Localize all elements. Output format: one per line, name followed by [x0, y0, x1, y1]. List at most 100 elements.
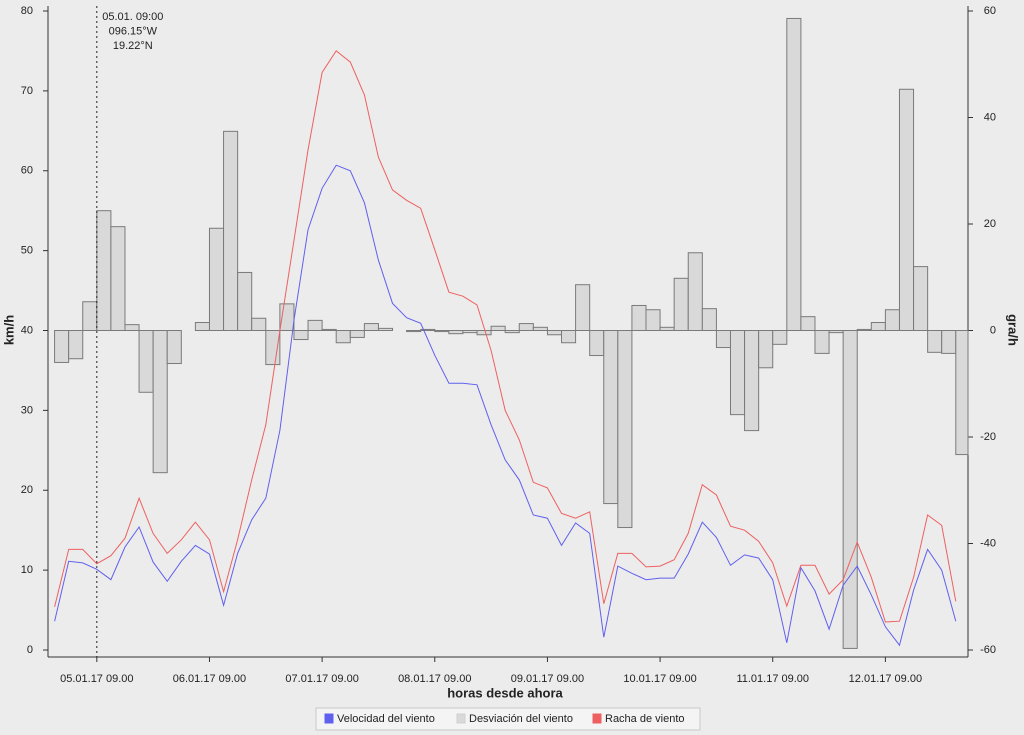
deviation-bar [363, 323, 379, 332]
deviation-bar [124, 324, 140, 331]
deviation-bar [434, 330, 450, 333]
deviation-bar [645, 309, 661, 332]
deviation-bar [152, 330, 168, 474]
y2-axis-title: gra/h [1006, 314, 1021, 346]
deviation-bar [68, 330, 84, 360]
y-tick-label: 0 [27, 644, 33, 656]
x-tick-label: 06.01.17 09.00 [173, 673, 246, 685]
deviation-bar [715, 330, 731, 349]
deviation-bar [208, 227, 225, 331]
deviation-bar [884, 309, 900, 332]
legend-swatch [324, 713, 334, 724]
deviation-bar [589, 330, 605, 357]
deviation-bar [913, 266, 929, 332]
deviation-bar [687, 252, 703, 332]
x-tick-label: 08.01.17 09.00 [398, 673, 471, 685]
y2-tick-label: -20 [980, 431, 996, 443]
deviation-bar [321, 328, 337, 331]
deviation-bar [898, 88, 915, 331]
y-tick-label: 40 [21, 324, 33, 336]
deviation-bar [828, 330, 844, 334]
deviation-bar [406, 330, 422, 333]
deviation-bar [223, 130, 239, 331]
deviation-bar [166, 330, 182, 365]
deviation-bar [575, 284, 591, 331]
deviation-bar [842, 330, 858, 649]
deviation-bar [927, 330, 943, 353]
x-tick-label: 11.01.17 09.00 [736, 673, 809, 685]
deviation-bar [54, 330, 70, 363]
y-tick-label: 70 [21, 85, 33, 97]
deviation-bar [518, 323, 534, 332]
x-axis-title: horas desde ahora [447, 685, 563, 700]
deviation-bar [251, 317, 267, 332]
deviation-bar [237, 271, 253, 331]
deviation-bar [673, 277, 689, 332]
y-tick-label: 80 [21, 5, 33, 17]
y2-tick-label: 60 [984, 5, 996, 17]
deviation-bar [335, 330, 351, 344]
y-tick-label: 60 [21, 165, 33, 177]
y-tick-label: 10 [21, 564, 33, 576]
y2-tick-label: -60 [980, 644, 996, 656]
x-tick-label: 12.01.17 09.00 [849, 673, 922, 685]
deviation-bar [955, 330, 969, 456]
legend-label: Velocidad del viento [337, 713, 435, 725]
deviation-bar [758, 330, 774, 369]
series-line [54, 164, 957, 647]
deviation-bar [701, 308, 717, 332]
deviation-bar [504, 330, 520, 334]
x-tick-label: 05.01.17 09.00 [60, 673, 133, 685]
deviation-bar [617, 330, 633, 529]
y-tick-label: 20 [21, 484, 33, 496]
deviation-bar [941, 330, 957, 354]
deviation-bar [110, 226, 126, 332]
y-axis-title: km/h [1, 315, 16, 345]
deviation-bar [349, 330, 365, 338]
deviation-bar [448, 330, 464, 335]
deviation-bar [800, 316, 816, 331]
legend-box [315, 707, 701, 731]
series-line [54, 50, 957, 623]
x-tick-label: 09.01.17 09.00 [511, 673, 584, 685]
deviation-bar [729, 330, 746, 416]
deviation-bar [194, 322, 210, 332]
y2-tick-label: 20 [984, 218, 996, 230]
deviation-bar [603, 330, 619, 505]
legend-swatch [592, 713, 602, 724]
legend-label: Racha de viento [605, 713, 685, 725]
deviation-bar [814, 330, 830, 354]
x-tick-label: 07.01.17 09.00 [285, 673, 358, 685]
deviation-bar [96, 210, 112, 331]
deviation-bar [786, 17, 802, 332]
deviation-bar [744, 330, 760, 432]
y-tick-label: 50 [21, 245, 33, 257]
x-tick-label: 10.01.17 09.00 [623, 673, 696, 685]
legend-swatch [456, 713, 466, 724]
y2-tick-label: -40 [980, 537, 996, 549]
y2-tick-label: 0 [990, 324, 996, 336]
deviation-bar [377, 327, 394, 331]
deviation-bar [462, 330, 478, 334]
annotation-text: 096.15°W [109, 25, 158, 37]
deviation-bar [532, 326, 548, 331]
deviation-bar [659, 326, 675, 331]
legend-label: Desviación del viento [469, 713, 573, 725]
deviation-bar [293, 330, 309, 341]
y2-tick-label: 40 [984, 111, 996, 123]
deviation-bar [546, 330, 563, 336]
deviation-bar [138, 330, 154, 393]
deviation-bar [476, 330, 492, 336]
deviation-bar [631, 304, 647, 332]
deviation-bar [490, 325, 506, 331]
annotation-text: 19.22°N [113, 40, 153, 52]
annotation-text: 05.01. 09:00 [102, 11, 163, 23]
deviation-bar [561, 330, 577, 344]
deviation-bar [772, 330, 788, 345]
deviation-bar [420, 328, 436, 331]
y-tick-label: 30 [21, 404, 33, 416]
deviation-bar [82, 301, 98, 331]
deviation-bar [307, 319, 323, 332]
